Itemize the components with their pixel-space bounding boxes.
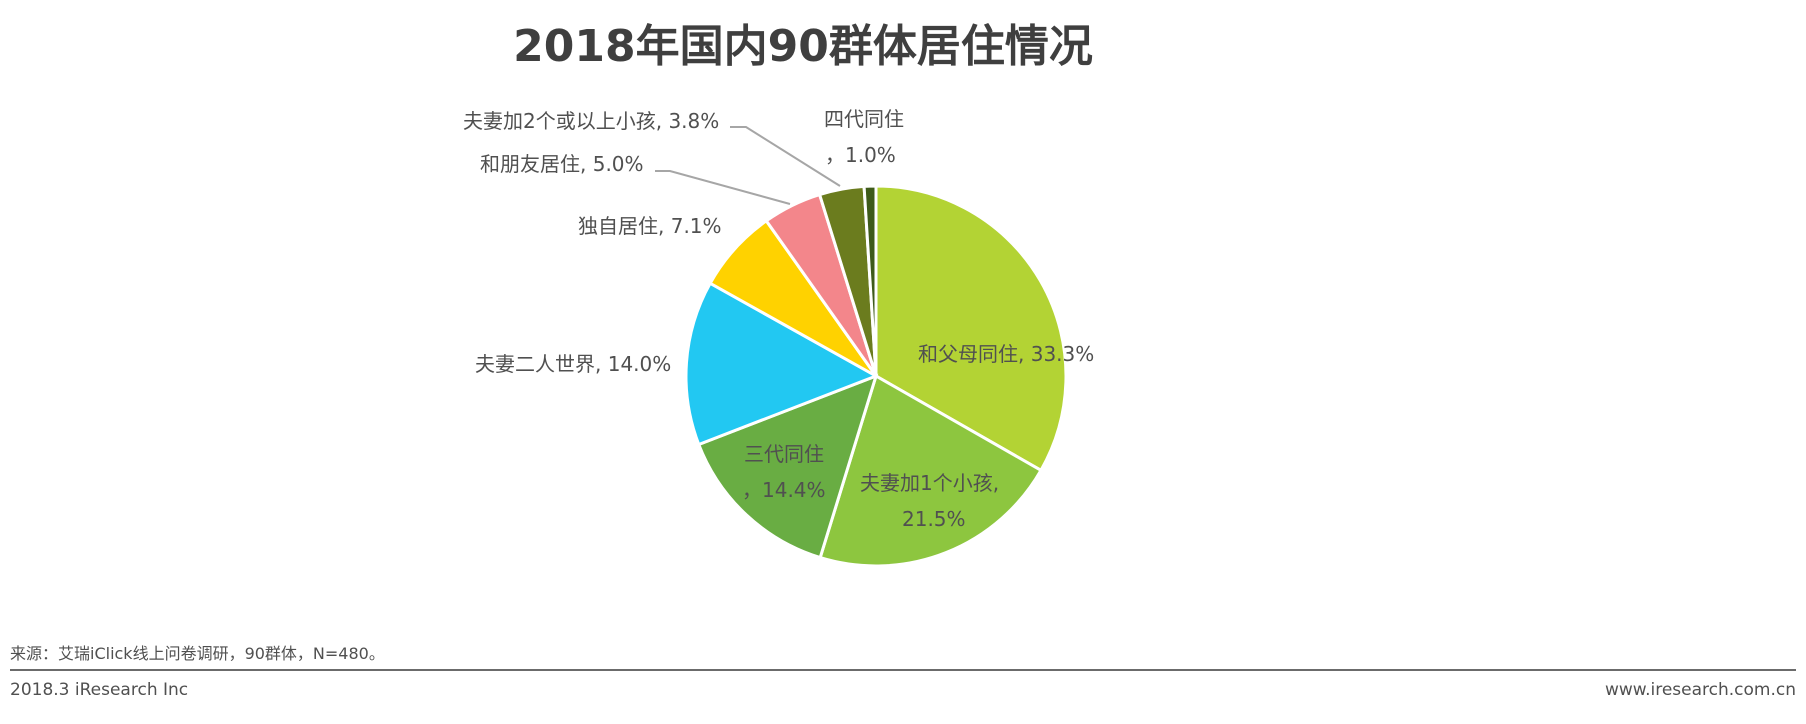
footer-date-company: 2018.3 iResearch Inc [10, 680, 189, 700]
slice-label-0: 和父母同住, 33.3% [918, 342, 1094, 366]
slice-label-2-line2: ，14.4% [742, 478, 826, 502]
pie-slice-7 [862, 184, 878, 377]
slice-label-4: 独自居住, 7.1% [578, 214, 722, 238]
leader-lines [655, 126, 841, 205]
slice-label-5: 和朋友居住, 5.0% [480, 152, 644, 176]
chart-title: 2018年国内90群体居住情况 [513, 21, 1093, 72]
pie-slice-3 [684, 281, 880, 447]
slice-label-2-line1: 三代同住 [744, 442, 824, 466]
leader-line-5 [655, 170, 791, 205]
slice-label-1-line1: 夫妻加1个小孩, [860, 471, 999, 495]
slice-label-7-line2: ，1.0% [825, 143, 896, 167]
leader-line-6 [730, 126, 841, 187]
pie-slice-2 [696, 373, 879, 560]
slice-labels: 和父母同住, 33.3% 夫妻加1个小孩, 21.5% 三代同住 ，14.4% … [463, 107, 1094, 531]
pie-slice-0 [874, 184, 1068, 473]
slice-label-7-line1: 四代同住 [824, 107, 904, 131]
slice-label-1-line2: 21.5% [902, 507, 966, 531]
footer-divider [10, 669, 1796, 671]
slice-label-3: 夫妻二人世界, 14.0% [475, 352, 671, 376]
pie-slices [684, 184, 1068, 568]
slice-label-6: 夫妻加2个或以上小孩, 3.8% [463, 109, 719, 133]
source-note: 来源：艾瑞iClick线上问卷调研，90群体，N=480。 [10, 644, 385, 663]
footer-website: www.iresearch.com.cn [1604, 680, 1796, 700]
pie-slice-1 [818, 373, 1043, 568]
